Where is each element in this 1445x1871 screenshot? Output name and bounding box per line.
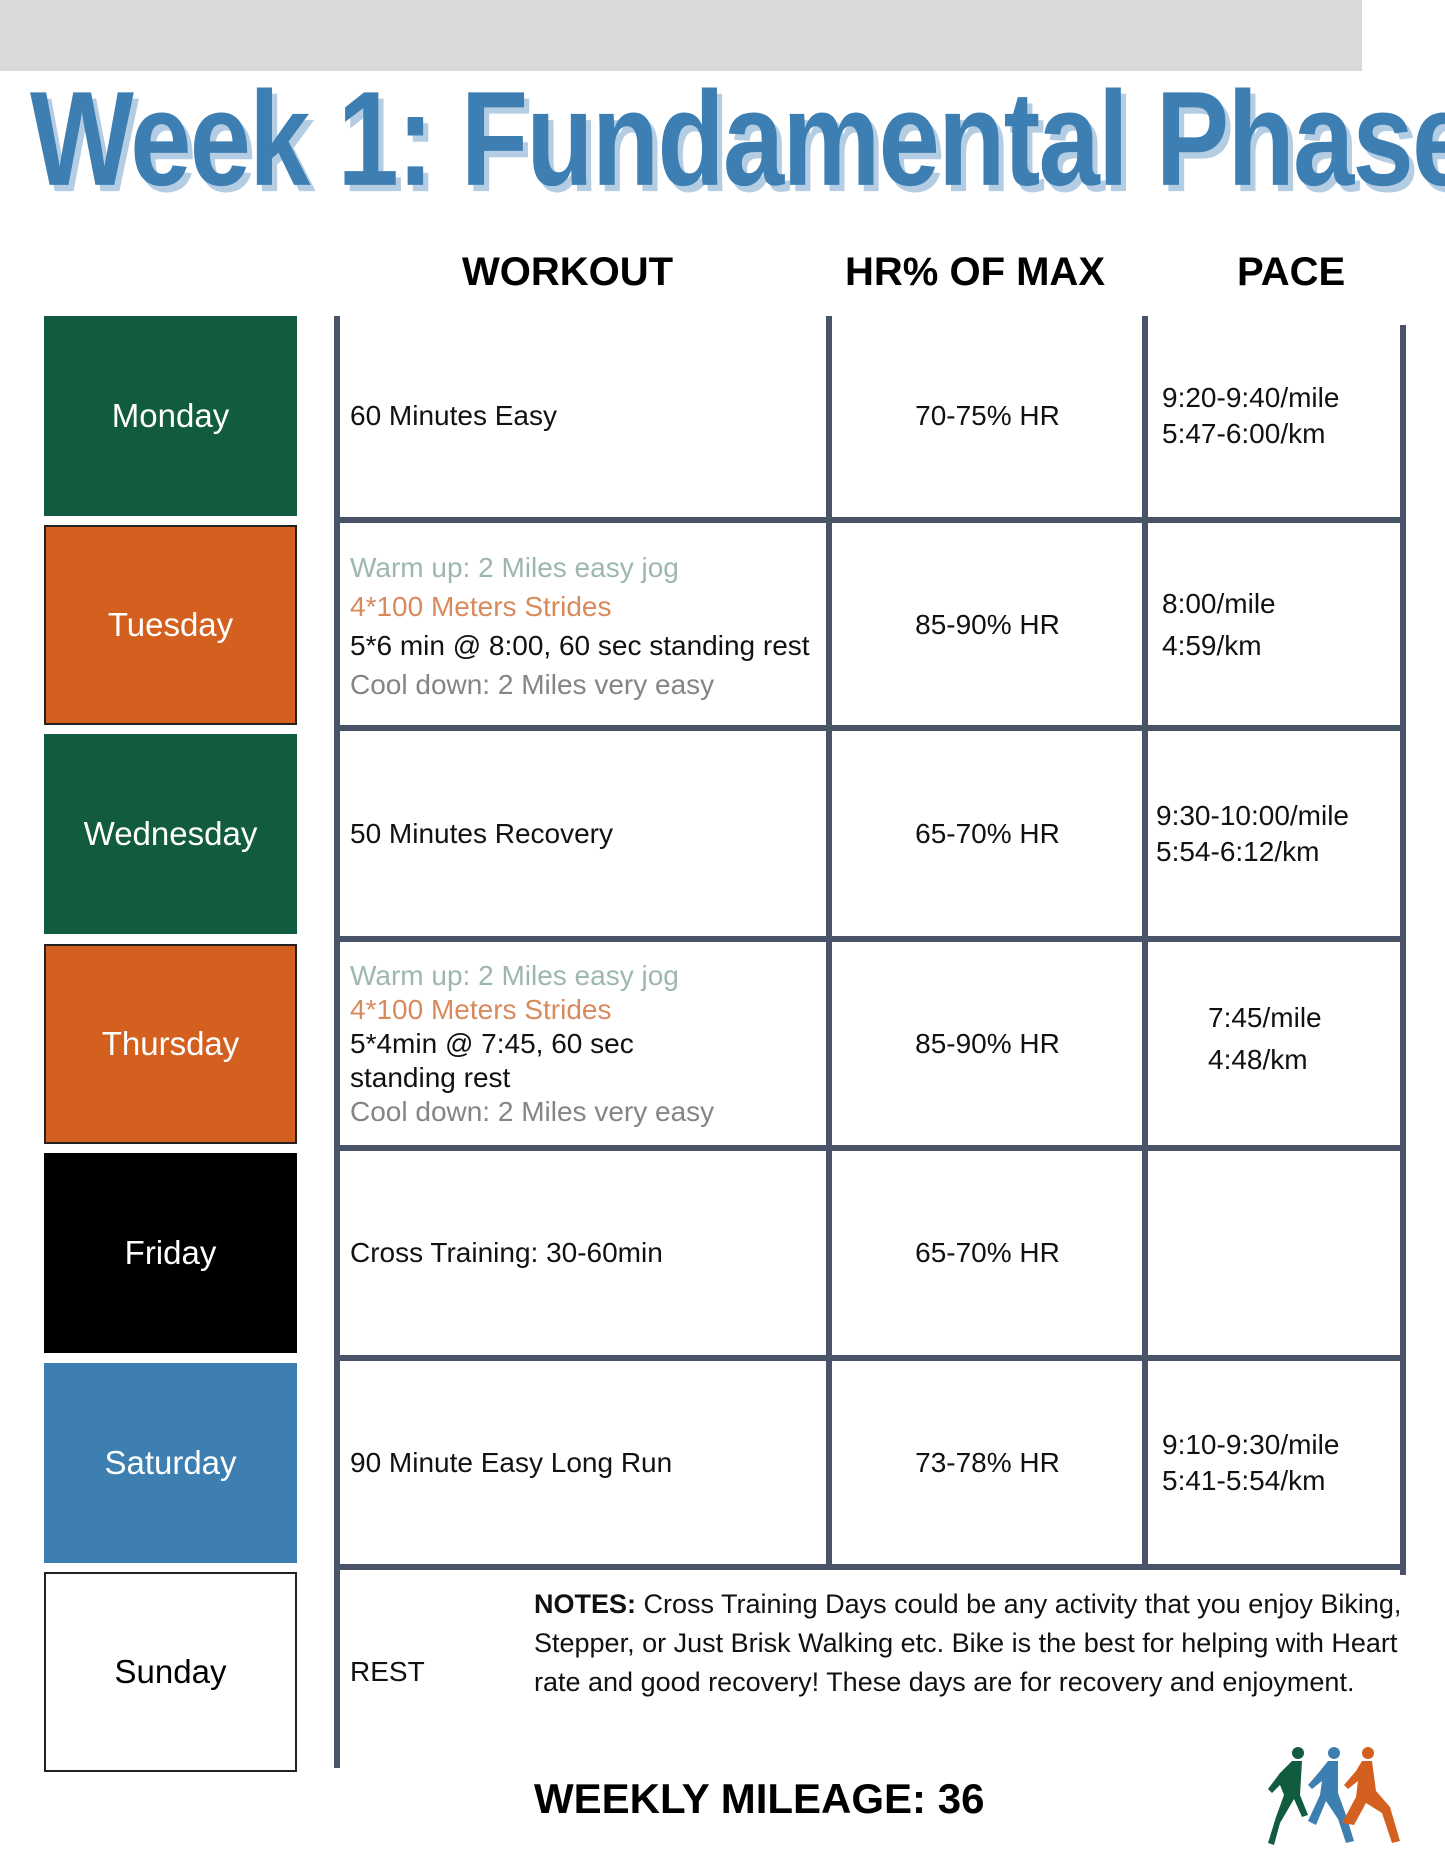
warmup-text: Warm up: 2 Miles easy jog xyxy=(350,960,679,991)
pace-km: 5:47-6:00/km xyxy=(1162,418,1326,449)
hr-cell: 65-70% HR xyxy=(835,734,1140,934)
hr-text: 85-90% HR xyxy=(915,609,1060,640)
pace-mile: 7:45/mile xyxy=(1208,1002,1322,1033)
day-monday: Monday xyxy=(44,316,297,516)
day-tuesday: Tuesday xyxy=(44,525,297,725)
workout-cell: Cross Training: 30-60min xyxy=(350,1153,820,1353)
main-set-text: 5*6 min @ 8:00, 60 sec standing rest xyxy=(350,630,810,661)
page-title: Week 1: Fundamental Phase xyxy=(30,64,1445,215)
hr-cell: 85-90% HR xyxy=(835,525,1140,725)
header-workout: WORKOUT xyxy=(462,250,674,294)
pace-cell: 9:10-9:30/mile 5:41-5:54/km xyxy=(1152,1363,1402,1563)
pace-km: 5:41-5:54/km xyxy=(1162,1465,1326,1496)
hr-cell: 65-70% HR xyxy=(835,1153,1140,1353)
day-thursday: Thursday xyxy=(44,944,297,1144)
hr-text: 73-78% HR xyxy=(915,1447,1060,1478)
hr-cell: 70-75% HR xyxy=(835,316,1140,516)
hr-text: 65-70% HR xyxy=(915,1237,1060,1268)
pace-cell: 8:00/mile 4:59/km xyxy=(1152,525,1402,725)
strides-text: 4*100 Meters Strides xyxy=(350,994,612,1025)
pace-mile: 8:00/mile xyxy=(1162,588,1276,619)
header-hr: HR% OF MAX xyxy=(845,250,1105,294)
runners-icon xyxy=(1268,1747,1400,1845)
pace-km: 5:54-6:12/km xyxy=(1156,836,1320,867)
workout-cell: Warm up: 2 Miles easy jog 4*100 Meters S… xyxy=(350,944,820,1144)
weekly-mileage: WEEKLY MILEAGE: 36 xyxy=(534,1775,985,1822)
pace-mile: 9:10-9:30/mile xyxy=(1162,1429,1340,1460)
day-saturday: Saturday xyxy=(44,1363,297,1563)
workout-cell: REST xyxy=(350,1572,425,1772)
notes-text: Cross Training Days could be any activit… xyxy=(534,1589,1402,1697)
strides-text: 4*100 Meters Strides xyxy=(350,591,612,622)
workout-text: Cross Training: 30-60min xyxy=(350,1237,663,1268)
grid-line xyxy=(334,316,340,1768)
workout-text: 60 Minutes Easy xyxy=(350,400,557,431)
hr-text: 85-90% HR xyxy=(915,1028,1060,1059)
grid-line xyxy=(340,1564,1402,1570)
workout-text: REST xyxy=(350,1656,425,1687)
grid-line xyxy=(340,1145,1402,1151)
day-friday: Friday xyxy=(44,1153,297,1353)
table-header xyxy=(0,0,1362,71)
pace-cell: 9:20-9:40/mile 5:47-6:00/km xyxy=(1152,316,1402,516)
workout-cell: 60 Minutes Easy xyxy=(350,316,820,516)
pace-cell: 9:30-10:00/mile 5:54-6:12/km xyxy=(1152,734,1402,934)
grid-line xyxy=(340,725,1402,731)
notes-label: NOTES: xyxy=(534,1589,637,1619)
notes: NOTES: Cross Training Days could be any … xyxy=(534,1585,1404,1702)
day-wednesday: Wednesday xyxy=(44,734,297,934)
grid-line xyxy=(1400,325,1406,1575)
main-set-text: 5*4min @ 7:45, 60 sec standing rest xyxy=(350,1028,634,1093)
pace-km: 4:59/km xyxy=(1162,630,1262,661)
workout-cell: 90 Minute Easy Long Run xyxy=(350,1363,820,1563)
pace-mile: 9:30-10:00/mile xyxy=(1156,800,1350,831)
cooldown-text: Cool down: 2 Miles very easy xyxy=(350,669,715,700)
workout-text: 90 Minute Easy Long Run xyxy=(350,1447,673,1478)
grid-line xyxy=(340,936,1402,942)
warmup-text: Warm up: 2 Miles easy jog xyxy=(350,552,679,583)
hr-text: 65-70% HR xyxy=(915,818,1060,849)
hr-cell: 73-78% HR xyxy=(835,1363,1140,1563)
grid-line xyxy=(340,517,1402,523)
workout-cell: 50 Minutes Recovery xyxy=(350,734,820,934)
workout-cell: Warm up: 2 Miles easy jog 4*100 Meters S… xyxy=(350,527,820,725)
cooldown-text: Cool down: 2 Miles very easy xyxy=(350,1096,715,1127)
pace-km: 4:48/km xyxy=(1208,1044,1308,1075)
hr-text: 70-75% HR xyxy=(915,400,1060,431)
pace-mile: 9:20-9:40/mile xyxy=(1162,382,1340,413)
workout-text: 50 Minutes Recovery xyxy=(350,818,614,849)
day-sunday: Sunday xyxy=(44,1572,297,1772)
grid-line xyxy=(340,1355,1402,1361)
pace-cell: 7:45/mile 4:48/km xyxy=(1152,944,1402,1134)
header-pace: PACE xyxy=(1237,250,1346,294)
hr-cell: 85-90% HR xyxy=(835,944,1140,1144)
